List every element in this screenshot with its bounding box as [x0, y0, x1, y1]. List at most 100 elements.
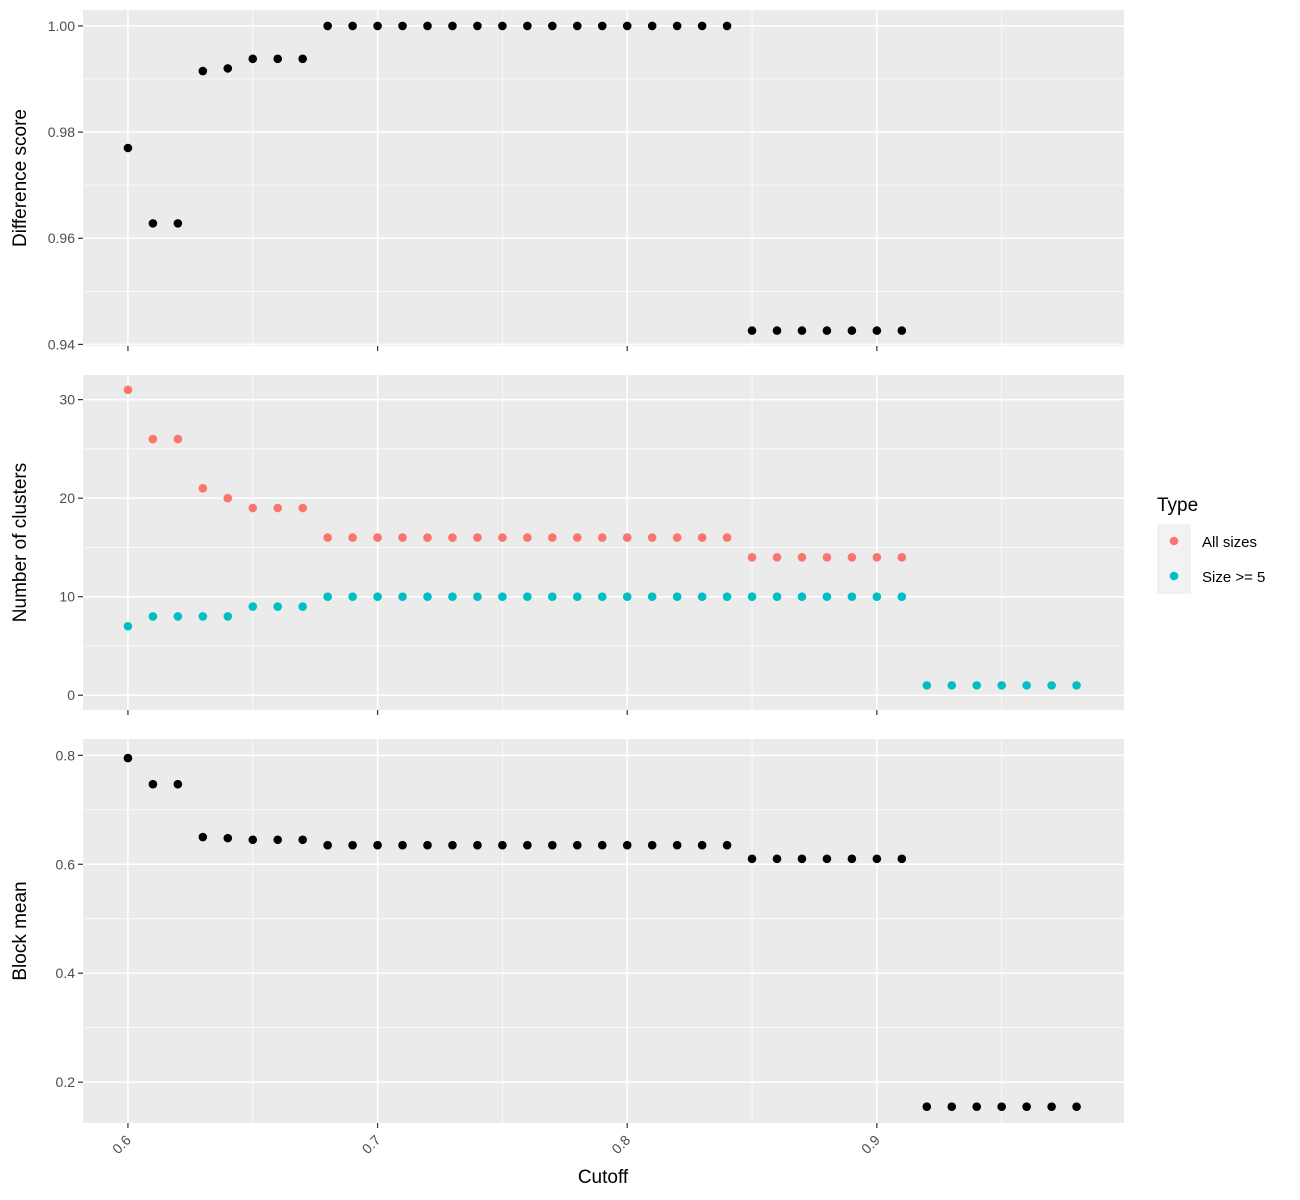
- data-point: [123, 753, 133, 763]
- data-point: [597, 533, 607, 542]
- panel-background: [83, 375, 1124, 710]
- data-point: [123, 621, 133, 631]
- data-point: [722, 592, 732, 601]
- data-point: [1072, 1102, 1081, 1111]
- panel-background: [83, 10, 1124, 346]
- data-point: [348, 592, 357, 601]
- legend: Type All sizes Size >= 5: [1157, 495, 1265, 594]
- data-point: [897, 326, 907, 335]
- data-point: [572, 840, 582, 850]
- data-point: [697, 533, 707, 542]
- data-point: [473, 533, 482, 542]
- data-point: [148, 434, 158, 444]
- data-point: [373, 533, 382, 542]
- panel-background: [83, 739, 1124, 1123]
- data-point: [772, 592, 782, 601]
- data-point: [572, 592, 582, 601]
- data-point: [772, 552, 782, 562]
- data-point: [448, 21, 457, 31]
- data-point: [498, 592, 507, 601]
- data-point: [672, 21, 682, 31]
- data-point: [722, 21, 732, 31]
- data-point: [323, 21, 332, 31]
- data-point: [173, 612, 183, 621]
- data-point: [323, 840, 332, 850]
- data-point: [647, 21, 657, 31]
- data-point: [597, 21, 607, 31]
- data-point: [548, 592, 557, 601]
- series-1: [123, 753, 1081, 1111]
- data-point: [473, 21, 482, 31]
- data-point: [498, 533, 507, 542]
- y-axis-title: Block mean: [10, 881, 31, 980]
- data-point: [123, 143, 133, 153]
- data-point: [548, 533, 557, 542]
- data-point: [523, 592, 532, 601]
- data-point: [423, 21, 432, 31]
- data-point: [173, 219, 183, 228]
- data-point: [198, 66, 208, 76]
- data-point: [323, 533, 332, 542]
- data-point: [448, 592, 457, 601]
- y-tick-label: 0: [67, 687, 75, 703]
- data-point: [548, 840, 557, 850]
- data-point: [1047, 681, 1056, 690]
- y-tick-label: 0.4: [56, 965, 76, 981]
- data-point: [223, 833, 233, 843]
- data-point: [747, 592, 757, 601]
- panel-1: 0.94 0.96 0.98 1.00 Difference score: [10, 10, 1124, 352]
- data-point: [1047, 1102, 1056, 1111]
- legend-title: Type: [1157, 495, 1198, 516]
- legend-label: Size >= 5: [1202, 569, 1265, 586]
- data-point: [1022, 1102, 1031, 1111]
- x-tick-label: 0.9: [858, 1132, 883, 1157]
- data-point: [198, 484, 208, 493]
- data-point: [223, 64, 233, 73]
- data-point: [747, 326, 757, 335]
- data-point: [647, 592, 657, 601]
- data-point: [947, 1102, 957, 1111]
- data-point: [298, 54, 307, 64]
- data-point: [473, 592, 482, 601]
- x-tick-label: 0.6: [109, 1132, 134, 1157]
- data-point: [822, 552, 832, 562]
- data-point: [597, 840, 607, 850]
- data-point: [198, 612, 208, 621]
- data-point: [173, 779, 183, 789]
- data-point: [697, 840, 707, 850]
- data-point: [572, 533, 582, 542]
- data-point: [972, 1102, 982, 1111]
- data-point: [597, 592, 607, 601]
- data-point: [548, 21, 557, 31]
- legend-key: [1169, 536, 1179, 546]
- data-point: [622, 533, 632, 542]
- data-point: [822, 326, 832, 335]
- data-point: [572, 21, 582, 31]
- data-point: [273, 835, 283, 845]
- series-2: [123, 592, 1081, 690]
- data-point: [922, 681, 932, 690]
- data-point: [672, 592, 682, 601]
- data-point: [872, 592, 882, 601]
- data-point: [672, 840, 682, 850]
- data-point: [348, 840, 357, 850]
- data-point: [348, 21, 357, 31]
- data-point: [273, 602, 283, 611]
- data-point: [373, 21, 382, 31]
- y-axis-title: Difference score: [10, 109, 31, 247]
- data-point: [473, 840, 482, 850]
- data-point: [797, 326, 807, 335]
- data-point: [772, 854, 782, 864]
- data-point: [498, 21, 507, 31]
- data-point: [148, 219, 158, 228]
- legend-label: All sizes: [1202, 534, 1257, 551]
- data-point: [697, 21, 707, 31]
- data-point: [273, 54, 283, 64]
- panel-3: 0.2 0.4 0.6 0.8 0.6 0.7 0.8 0.9 Block mean: [10, 739, 1124, 1157]
- data-point: [847, 552, 857, 562]
- data-point: [722, 840, 732, 850]
- data-point: [872, 326, 882, 335]
- data-point: [298, 503, 307, 513]
- data-point: [398, 533, 407, 542]
- data-point: [872, 552, 882, 562]
